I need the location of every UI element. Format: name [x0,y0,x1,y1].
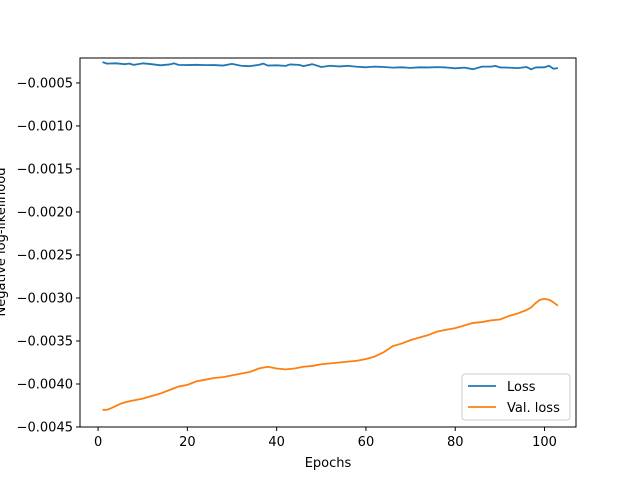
x-ticks: 0 20 40 60 80 100 [94,427,557,450]
y-tick-label: −0.0010 [17,119,73,134]
x-tick-label: 40 [268,435,285,450]
y-tick-label: −0.0025 [17,248,73,263]
y-tick-label: −0.0005 [17,76,73,91]
legend-label-val-loss: Val. loss [507,401,560,416]
plot-frame [79,57,577,428]
x-tick-label: 0 [94,435,102,450]
x-tick-label: 80 [447,435,464,450]
y-tick-label: −0.0035 [17,334,73,349]
x-tick-label: 60 [358,435,375,450]
y-tick-label: −0.0020 [17,205,73,220]
x-tick-label: 100 [532,435,557,450]
x-tick-label: 20 [179,435,196,450]
y-tick-label: −0.0045 [17,421,73,436]
axes [79,57,577,428]
y-ticks: −0.0045 −0.0040 −0.0035 −0.0030 −0.0025 −0.00… [17,76,80,436]
x-axis-label: Epochs [305,456,352,471]
y-tick-label: −0.0015 [17,162,73,177]
series-lines [102,61,559,411]
y-tick-label: −0.0040 [17,377,73,392]
legend: Loss Val. loss [461,373,571,421]
plot-background [80,58,576,427]
y-tick-label: −0.0030 [17,291,73,306]
series-line-loss [102,61,559,71]
y-axis-label: Negative log-likelihood [0,168,9,317]
series-line-val-loss [102,297,559,411]
legend-label-loss: Loss [507,380,536,395]
